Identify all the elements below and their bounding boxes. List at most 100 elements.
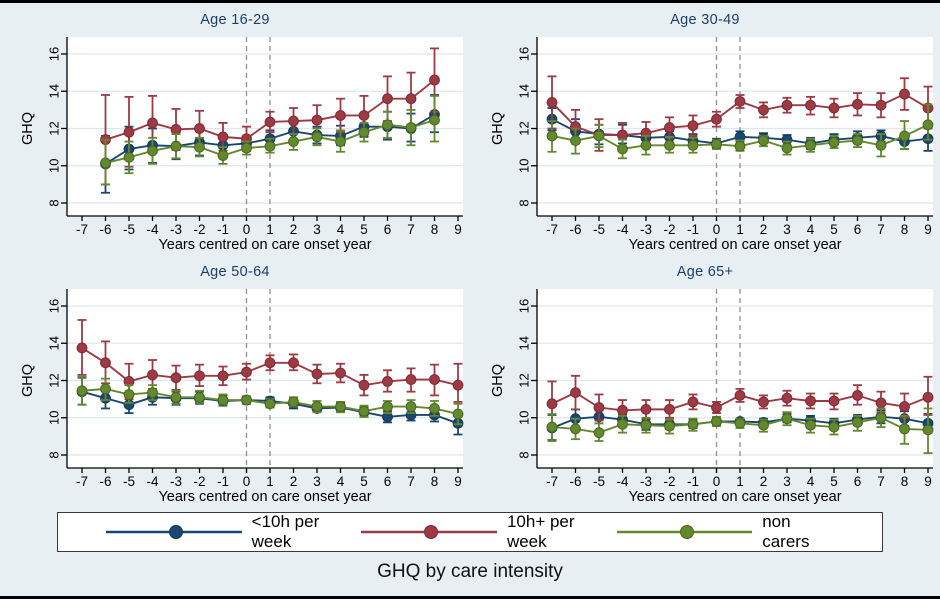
series-10h-per-week	[76, 319, 464, 403]
y-axis-title: GHQ	[490, 364, 506, 397]
x-tick-label: 0	[713, 222, 721, 237]
x-tick-label: 3	[783, 222, 791, 237]
y-tick-label: 8	[517, 199, 532, 206]
x-tick-label: -1	[217, 474, 229, 489]
x-tick-label: -4	[616, 222, 628, 237]
x-tick-label: 5	[830, 474, 838, 489]
panel-title: Age 50-64	[200, 264, 270, 280]
y-tick-label: 16	[47, 47, 62, 61]
y-tick-label: 12	[517, 373, 532, 387]
x-tick-label: 0	[243, 222, 251, 237]
series-non-carers	[76, 375, 464, 426]
x-tick-label: 3	[783, 474, 791, 489]
x-tick-label: 6	[854, 474, 862, 489]
line-marker-icon	[361, 525, 497, 539]
panel-title: Age 65+	[676, 264, 734, 280]
x-tick-label: -7	[546, 474, 558, 489]
y-tick-label: 10	[517, 411, 532, 425]
x-tick-label: 3	[313, 474, 321, 489]
x-tick-label: -2	[663, 222, 675, 237]
y-tick-label: 14	[517, 84, 532, 98]
x-tick-label: 4	[807, 222, 815, 237]
panel-title: Age 30-49	[670, 12, 740, 28]
x-tick-label: -1	[217, 222, 229, 237]
x-tick-label: 4	[337, 222, 345, 237]
y-tick-label: 14	[47, 84, 62, 98]
x-tick-label: 4	[807, 474, 815, 489]
x-tick-label: 6	[854, 222, 862, 237]
y-tick-label: 14	[47, 336, 62, 350]
x-tick-label: -3	[170, 474, 182, 489]
x-tick-label: 7	[877, 222, 885, 237]
legend-label: 10h+ per week	[506, 512, 575, 551]
y-tick-label: 16	[47, 299, 62, 313]
panel-age-50-64: Age 50-64 8 10 12 14 16 -7 -6 -5 -4 -3 -2 -1 0 1 2 3 4 5 6…	[0, 255, 470, 507]
x-tick-label: 9	[924, 474, 932, 489]
plot-area	[537, 37, 933, 216]
x-tick-label: 3	[313, 222, 321, 237]
x-tick-label: 6	[384, 474, 392, 489]
x-tick-label: -2	[663, 474, 675, 489]
y-tick-label: 10	[517, 159, 532, 173]
x-tick-label: -2	[193, 474, 205, 489]
x-tick-label: 0	[243, 474, 251, 489]
x-tick-label: -4	[146, 474, 158, 489]
y-tick-label: 14	[517, 336, 532, 350]
x-tick-label: -6	[569, 474, 581, 489]
x-tick-label: 5	[830, 222, 838, 237]
x-tick-label: -4	[616, 474, 628, 489]
x-tick-label: -4	[146, 222, 158, 237]
legend: <10h per week 10h+ per week non carers	[57, 512, 883, 552]
y-tick-label: 12	[47, 121, 62, 135]
x-axis-title: Years centred on care onset year	[158, 237, 371, 253]
plot-area	[537, 289, 933, 468]
y-tick-label: 16	[517, 47, 532, 61]
x-tick-label: -3	[640, 474, 652, 489]
y-tick-label: 10	[47, 159, 62, 173]
x-axis-title: Years centred on care onset year	[628, 237, 841, 253]
x-axis-title: Years centred on care onset year	[158, 489, 371, 505]
x-tick-label: 1	[266, 474, 274, 489]
x-tick-label: -5	[123, 222, 135, 237]
x-tick-label: 7	[407, 474, 415, 489]
panel-age-65plus: Age 65+ 8 10 12 14 16 -7 -6 -5 -4 -3 -2 -1 0 1 2 3 4 5 6 7 8…	[470, 255, 940, 507]
y-tick-label: 10	[47, 411, 62, 425]
legend-item-non-carers: non carers	[613, 512, 838, 552]
x-tick-label: -7	[76, 474, 88, 489]
series-non-carers	[546, 407, 934, 455]
panel-age-30-49: Age 30-49 8 10 12 14 16 -7 -6 -5 -4 -3 -2 -1 0 1 2 3 4 5 6…	[470, 3, 940, 255]
x-tick-label: 9	[454, 474, 462, 489]
x-tick-label: 9	[924, 222, 932, 237]
y-tick-label: 8	[47, 451, 62, 458]
x-tick-label: 2	[760, 222, 768, 237]
line-marker-icon	[616, 525, 753, 539]
x-tick-label: 8	[901, 474, 909, 489]
series-10h-per-week	[100, 47, 440, 186]
x-tick-label: 2	[760, 474, 768, 489]
x-tick-label: -6	[99, 474, 111, 489]
series-non-carers	[546, 103, 934, 160]
x-tick-label: 1	[736, 474, 744, 489]
x-tick-label: 8	[901, 222, 909, 237]
x-tick-label: 8	[431, 222, 439, 237]
x-tick-label: 8	[431, 474, 439, 489]
x-tick-label: 1	[266, 222, 274, 237]
y-tick-label: 8	[47, 199, 62, 206]
figure-title: GHQ by care intensity	[377, 561, 563, 582]
x-tick-label: 9	[454, 222, 462, 237]
x-tick-label: -3	[640, 222, 652, 237]
x-tick-label: -7	[76, 222, 88, 237]
x-tick-label: 7	[407, 222, 415, 237]
x-tick-label: -6	[99, 222, 111, 237]
x-tick-label: 6	[384, 222, 392, 237]
y-tick-label: 16	[517, 299, 532, 313]
series-non-carers	[100, 95, 440, 186]
x-tick-label: 5	[360, 474, 368, 489]
x-tick-label: 7	[877, 474, 885, 489]
x-tick-label: -5	[593, 222, 605, 237]
panel-title: Age 16-29	[200, 12, 270, 28]
